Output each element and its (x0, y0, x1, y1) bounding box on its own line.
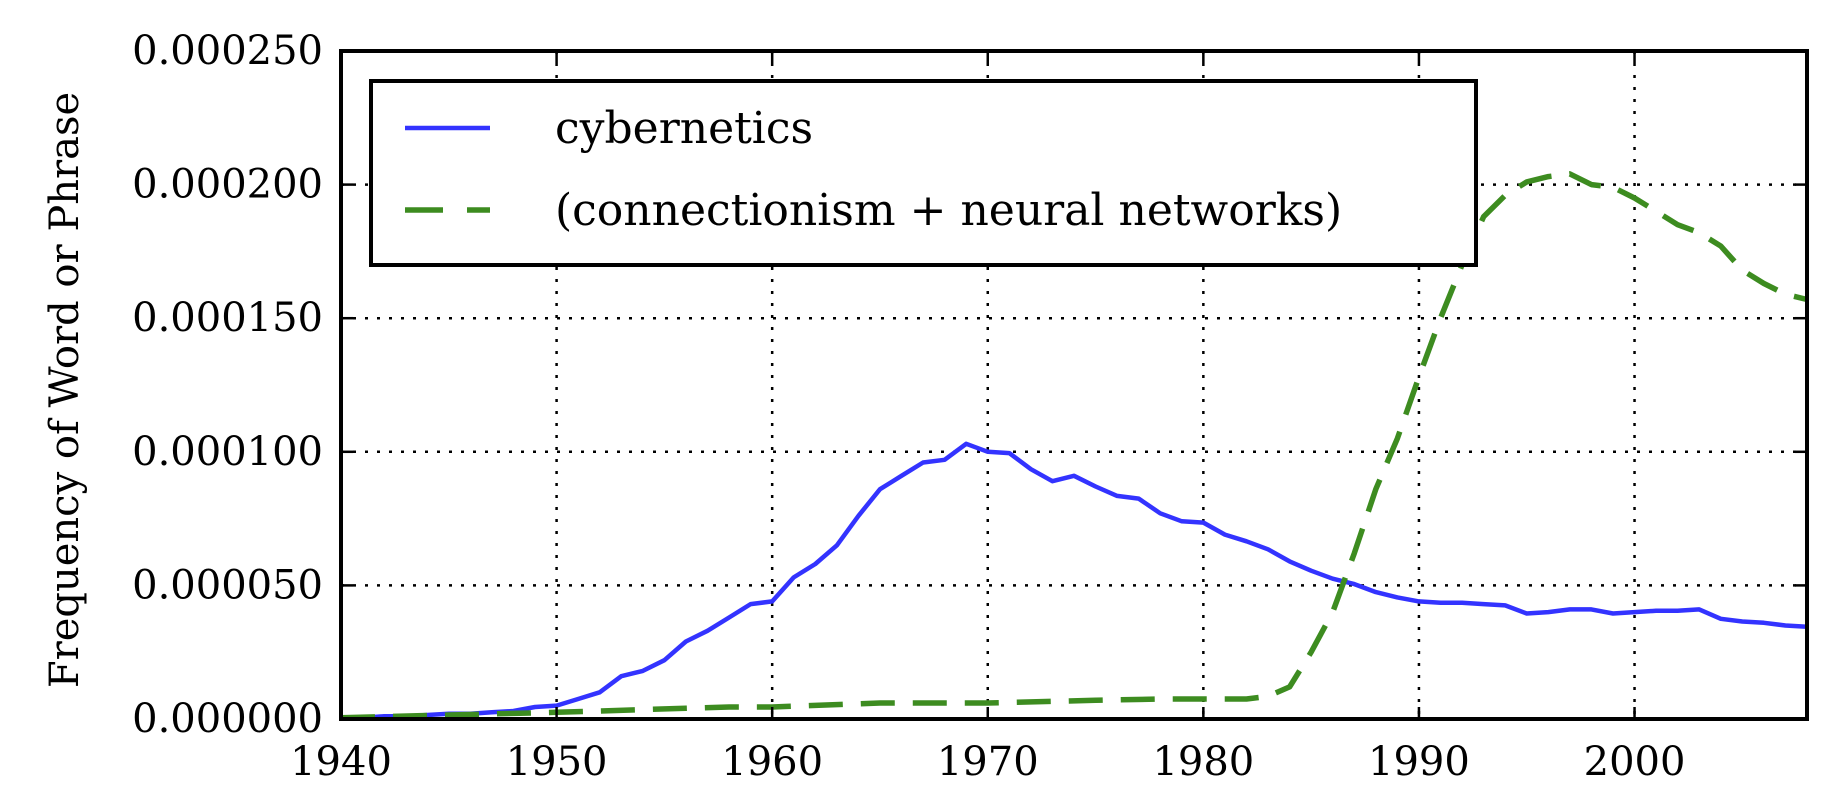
x-tick-label: 1960 (721, 739, 823, 785)
x-tick-label: 2000 (1584, 739, 1686, 785)
legend-label: (connectionism + neural networks) (555, 185, 1342, 236)
x-tick-label: 1940 (290, 739, 392, 785)
x-tick-label: 1990 (1368, 739, 1470, 785)
series-line-cybernetics (341, 441, 1808, 720)
y-axis-label: Frequency of Word or Phrase (42, 92, 88, 688)
y-tick-label: 0.000100 (132, 429, 323, 475)
x-tick-label: 1980 (1152, 739, 1254, 785)
y-tick-label: 0.000050 (132, 562, 323, 608)
legend-entries: cybernetics (connectionism + neural netwo… (405, 103, 1342, 236)
y-tick-label: 0.000200 (132, 162, 323, 208)
plot-frame (339, 49, 1809, 721)
legend-box (369, 79, 1478, 267)
legend-label: cybernetics (555, 103, 813, 154)
y-tick-label: 0.000250 (132, 28, 323, 74)
tick-labels: 1940 1950 1960 1970 1980 1990 2000 0.000000 0.00… (132, 28, 1685, 785)
x-tick-label: 1970 (937, 739, 1039, 785)
y-tick-label: 0.000000 (132, 696, 323, 742)
series-line-connectionism-neural-networks (340, 171, 1808, 721)
y-tick-label: 0.000150 (132, 295, 323, 341)
legend: cybernetics (connectionism + neural netwo… (369, 79, 1478, 267)
x-tick-label: 1950 (506, 739, 608, 785)
series-layer (340, 171, 1808, 721)
